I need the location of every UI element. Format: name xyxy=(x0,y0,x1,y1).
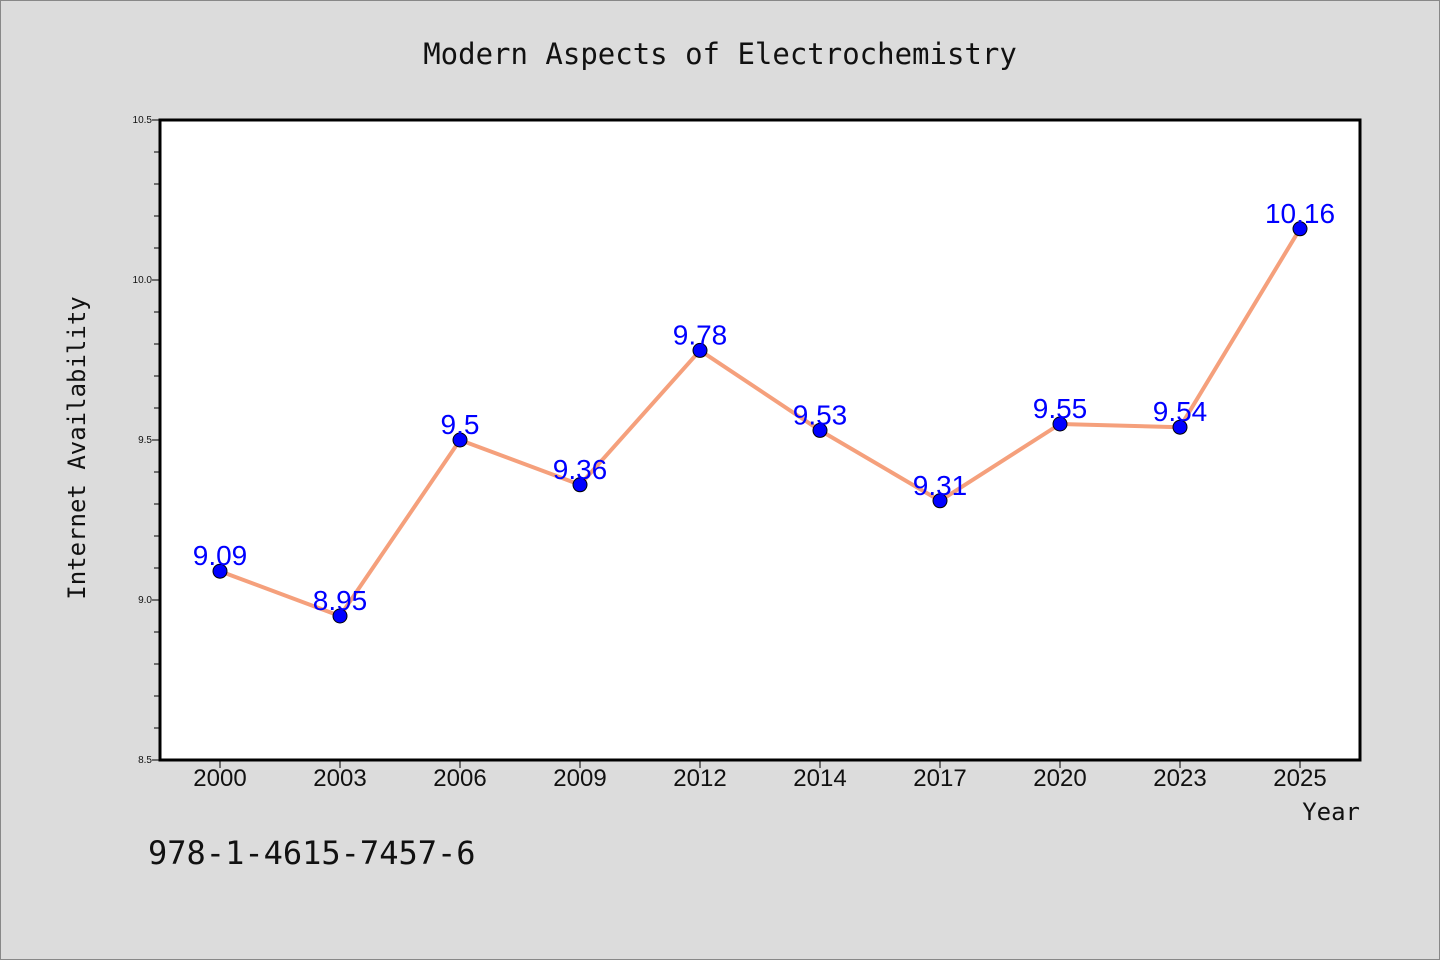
y-tick-label: 9.5 xyxy=(138,435,152,446)
data-point xyxy=(812,422,828,438)
x-axis-label: Year xyxy=(1302,798,1360,826)
chart-title: Modern Aspects of Electrochemistry xyxy=(423,37,1017,71)
series-group: 9.09 8.95 9.5 9.36 9.78 9.53 9.31 9.55 9.54 10.16 xyxy=(193,198,1335,624)
y-tick-label: 10.5 xyxy=(133,115,153,126)
data-label: 8.95 xyxy=(313,585,368,616)
series-line xyxy=(218,226,1302,618)
x-tick-label: 2023 xyxy=(1153,765,1206,792)
x-tick-label: 2003 xyxy=(313,765,366,792)
data-label: 9.31 xyxy=(913,470,968,501)
data-label: 9.5 xyxy=(441,409,480,440)
x-tick-label: 2020 xyxy=(1033,765,1086,792)
y-axis: 8.5 9.0 9.5 10.0 10.5 xyxy=(133,115,160,766)
data-label: 9.54 xyxy=(1153,396,1208,427)
x-tick-label: 2000 xyxy=(193,765,246,792)
y-tick-label: 10.0 xyxy=(133,275,153,286)
data-label: 10.16 xyxy=(1265,198,1335,229)
data-point xyxy=(452,432,468,448)
data-point xyxy=(332,608,348,624)
x-tick-label: 2014 xyxy=(793,765,846,792)
data-point xyxy=(212,563,228,579)
x-tick-label: 2006 xyxy=(433,765,486,792)
x-tick-label: 2025 xyxy=(1273,765,1326,792)
data-point xyxy=(1052,416,1068,432)
data-point xyxy=(932,493,948,509)
data-point xyxy=(692,342,708,358)
data-label: 9.09 xyxy=(193,540,248,571)
x-axis: 2000 2003 2006 2009 2012 2014 2017 2020 2023 2025 xyxy=(193,760,1327,792)
data-point xyxy=(572,477,588,493)
isbn-annotation: 978-1-4615-7457-6 xyxy=(148,834,476,872)
y-axis-label: Internet Availability xyxy=(63,296,91,599)
x-tick-label: 2009 xyxy=(553,765,606,792)
data-label: 9.78 xyxy=(673,319,728,350)
data-point xyxy=(1172,419,1188,435)
data-point xyxy=(1292,221,1308,237)
x-tick-label: 2017 xyxy=(913,765,966,792)
y-tick-label: 9.0 xyxy=(138,595,152,606)
y-tick-label: 8.5 xyxy=(138,755,152,766)
x-tick-label: 2012 xyxy=(673,765,726,792)
data-label: 9.53 xyxy=(793,399,848,430)
data-label: 9.55 xyxy=(1033,393,1088,424)
plot-area xyxy=(158,118,1362,762)
data-label: 9.36 xyxy=(553,454,608,485)
